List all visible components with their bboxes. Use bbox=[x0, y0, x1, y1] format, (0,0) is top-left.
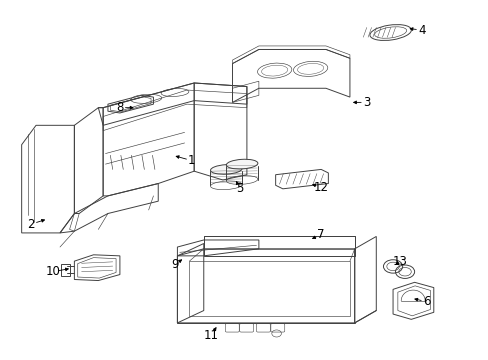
Text: 5: 5 bbox=[236, 182, 243, 195]
Text: 2: 2 bbox=[27, 217, 35, 231]
Text: 8: 8 bbox=[116, 101, 123, 114]
Text: 11: 11 bbox=[203, 329, 218, 342]
Text: 1: 1 bbox=[188, 154, 195, 167]
Text: 7: 7 bbox=[317, 228, 324, 241]
Text: 13: 13 bbox=[392, 255, 407, 267]
Ellipse shape bbox=[210, 165, 242, 174]
Text: 10: 10 bbox=[45, 265, 60, 278]
Text: 6: 6 bbox=[422, 295, 429, 308]
Text: 4: 4 bbox=[417, 23, 425, 37]
Ellipse shape bbox=[226, 159, 257, 169]
Text: 12: 12 bbox=[313, 181, 328, 194]
Text: 3: 3 bbox=[362, 96, 369, 109]
Text: 9: 9 bbox=[171, 258, 179, 271]
